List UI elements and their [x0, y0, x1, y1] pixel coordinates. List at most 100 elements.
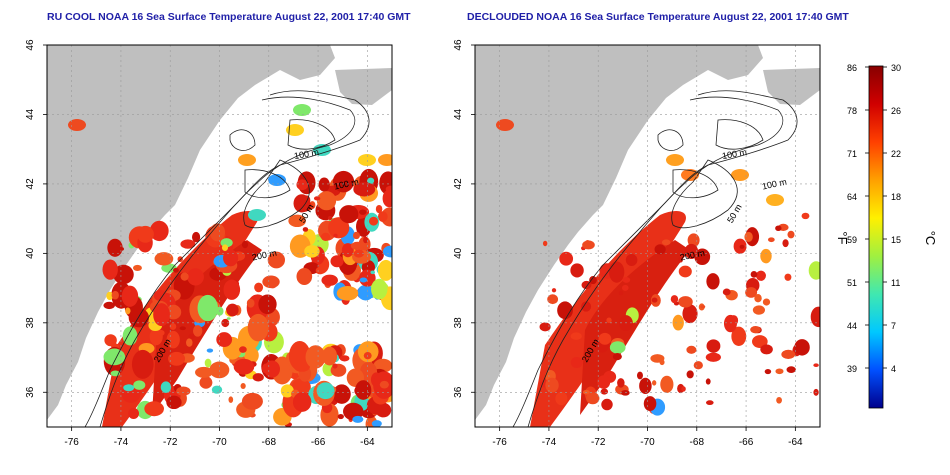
sst-pixel	[382, 189, 392, 208]
sst-pixel	[110, 370, 121, 377]
sst-pixel	[186, 338, 193, 347]
sst-pixel	[686, 345, 697, 354]
colorbar-fahrenheit-label: 86	[847, 63, 857, 73]
sst-pixel	[156, 329, 165, 336]
sst-pixel	[775, 225, 782, 231]
sst-pixel	[557, 301, 573, 320]
sst-pixel	[739, 244, 745, 249]
sst-patch	[378, 154, 392, 166]
sst-pixel	[258, 294, 277, 315]
sst-pixel	[750, 325, 761, 334]
sst-pixel	[233, 358, 255, 375]
colorbar-celsius-label: 30	[891, 63, 901, 73]
sst-patch	[666, 154, 684, 166]
sst-pixel	[209, 223, 226, 242]
sst-pixel	[706, 339, 721, 353]
sst-pixel	[321, 274, 338, 286]
sst-pixel	[618, 290, 624, 296]
sst-pixel	[239, 346, 247, 353]
sst-pixel	[722, 288, 731, 296]
sst-pixel	[179, 326, 186, 331]
sst-pixel	[581, 301, 592, 312]
sst-pixel	[764, 368, 772, 375]
sst-pixel	[681, 386, 686, 392]
sst-pixel	[199, 376, 213, 389]
sst-pixel	[660, 375, 674, 393]
lat-tick-label: 46	[25, 39, 36, 51]
sst-pixel	[813, 363, 819, 367]
sst-pixel	[659, 359, 665, 366]
sst-pixel	[570, 332, 582, 340]
right-grid-lines	[475, 44, 820, 427]
sst-pixel	[305, 345, 326, 369]
sst-pixel	[187, 268, 204, 286]
lat-tick-label: 42	[25, 178, 36, 190]
sst-pixel	[173, 267, 179, 273]
sst-pixel	[589, 276, 597, 285]
lat-tick-label: 46	[453, 39, 464, 51]
sst-pixel	[369, 216, 379, 226]
sst-pixel	[240, 383, 246, 390]
sst-pixel	[136, 225, 154, 243]
sst-pixel	[760, 248, 772, 264]
sst-pixel	[686, 370, 694, 379]
sst-pixel	[296, 267, 313, 285]
sst-pixel	[600, 388, 608, 395]
sst-pixel	[598, 332, 612, 345]
sst-pixel	[254, 282, 264, 293]
sst-pixel	[706, 273, 720, 290]
sst-pixel	[154, 252, 174, 266]
sst-pixel	[103, 348, 126, 366]
sst-pixel	[192, 325, 203, 337]
sst-pixel	[750, 270, 758, 278]
sst-pixel	[246, 298, 255, 308]
colorbar-fahrenheit-label: 59	[847, 235, 857, 245]
colorbar-ticks: 86 78 71 64 59 51 44 39 30 26 22 18 15 11 7 4	[847, 63, 901, 374]
sst-pixel	[352, 231, 360, 240]
sst-pixel	[176, 386, 191, 396]
sst-pixel	[216, 332, 233, 348]
sst-pixel	[377, 211, 388, 222]
sst-pixel	[670, 295, 679, 304]
sst-pixel	[296, 179, 309, 191]
lat-tick-label: 36	[453, 386, 464, 398]
sst-pixel	[625, 253, 638, 267]
sst-pixel	[586, 392, 600, 405]
sst-pixel	[700, 305, 706, 309]
sst-pixel	[601, 398, 613, 411]
colorbar-celsius-label: 22	[891, 149, 901, 159]
sst-pixel	[776, 396, 782, 404]
sst-pixel	[262, 275, 280, 289]
sst-pixel	[228, 396, 234, 403]
sst-patch	[681, 169, 699, 181]
sst-pixel	[226, 306, 233, 312]
sst-pixel	[320, 195, 334, 208]
lon-tick-label: -76	[64, 437, 79, 448]
sst-pixel	[622, 277, 631, 283]
left-land	[47, 45, 335, 420]
sst-pixel	[693, 361, 703, 370]
colorbar: 86 78 71 64 59 51 44 39 30 26 22 18 15 11 7 4 °F °C	[835, 63, 938, 409]
sst-pixel	[223, 249, 239, 267]
sst-pixel	[745, 287, 758, 298]
sst-pixel	[744, 231, 753, 243]
lon-tick-label: -72	[163, 437, 178, 448]
sst-pixel	[339, 355, 350, 362]
sst-pixel	[293, 361, 310, 372]
sst-pixel	[555, 391, 568, 406]
sst-pixel	[121, 285, 139, 307]
sst-pixel	[153, 303, 170, 327]
sst-pixel	[353, 182, 376, 197]
sst-pixel	[123, 384, 135, 392]
sst-pixel	[221, 318, 230, 328]
sst-pixel	[723, 314, 737, 333]
sst-pixel	[304, 245, 320, 258]
sst-pixel	[302, 227, 309, 232]
sst-pixel	[371, 278, 388, 300]
sst-pixel	[762, 298, 771, 306]
sst-pixel	[332, 363, 338, 369]
sst-pixel	[336, 286, 359, 301]
sst-pixel	[206, 348, 214, 353]
sst-pixel	[267, 251, 286, 269]
